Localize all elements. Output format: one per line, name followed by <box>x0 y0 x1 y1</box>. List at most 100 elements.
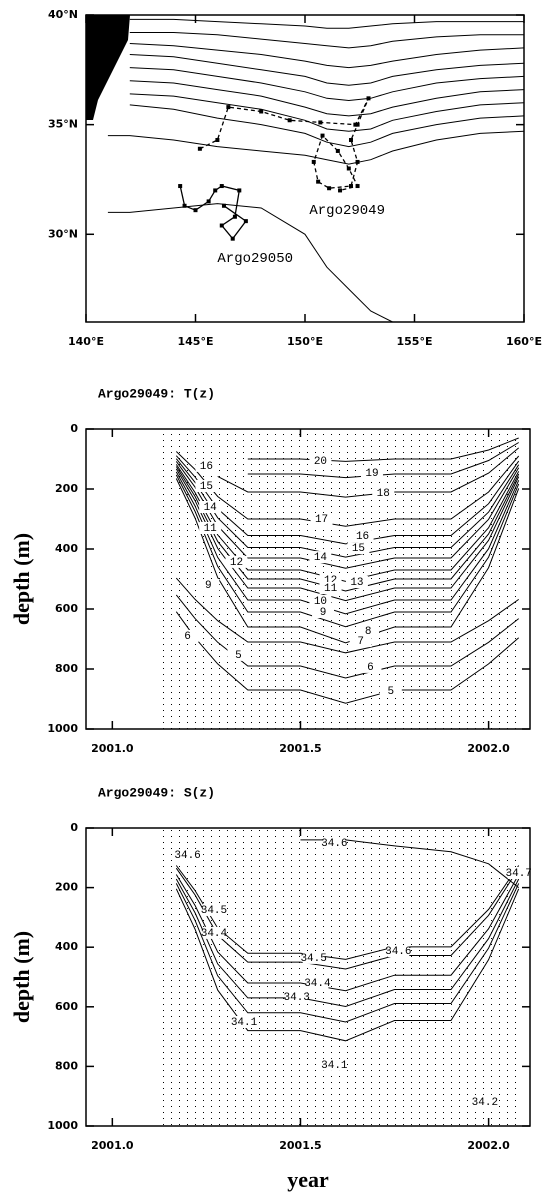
contour-label-bg <box>349 635 372 648</box>
contour-label: 34.1 <box>321 1060 348 1072</box>
contour-label-bg <box>372 486 395 499</box>
float-track <box>179 185 247 240</box>
y-tick-label: 35°N <box>48 118 78 131</box>
contour-label-bg <box>199 522 222 534</box>
float-position <box>232 214 237 219</box>
y-axis-label: depth (m) <box>9 533 34 625</box>
contour-label-bg <box>310 513 333 525</box>
contour-label-bg <box>473 1095 496 1108</box>
y-tick-label: 800 <box>55 662 78 675</box>
contour-label-bg <box>199 501 222 513</box>
contour-label-bg <box>202 903 225 916</box>
contour-label-bg <box>197 579 220 591</box>
contour-line <box>217 447 520 498</box>
contour-label: 9 <box>320 607 327 619</box>
contour-line <box>129 18 524 29</box>
float-position <box>221 203 226 208</box>
contour-label-bg <box>306 976 329 989</box>
contour-label: 16 <box>356 531 369 543</box>
contour-label: 34.5 <box>201 905 227 917</box>
x-tick-label: 150°E <box>287 335 323 348</box>
float-position <box>287 118 292 123</box>
contour-label-bg <box>309 455 332 468</box>
contour-label-bg <box>176 630 199 642</box>
contour-label: 8 <box>365 626 372 638</box>
contour-line <box>129 54 525 86</box>
float-position <box>206 199 211 204</box>
float-position <box>355 159 360 164</box>
contour-label-bg <box>319 582 342 594</box>
float-position <box>338 188 343 193</box>
float-position <box>353 122 358 127</box>
contour-label: 5 <box>387 686 394 698</box>
contour-label: 16 <box>200 461 213 473</box>
contour-label: 14 <box>204 502 218 514</box>
contour-label-bg <box>351 530 374 543</box>
x-tick-label: 2001.0 <box>91 742 134 755</box>
x-tick-label: 155°E <box>397 335 433 348</box>
contour-label: 19 <box>365 468 378 480</box>
contour-label: 20 <box>314 456 327 468</box>
contour-label-bg <box>302 951 325 964</box>
contour-label: 34.2 <box>472 1097 498 1109</box>
contour-label: 6 <box>367 662 374 674</box>
contour-label-bg <box>323 836 346 849</box>
float-position <box>197 146 202 151</box>
contour-line <box>129 80 525 117</box>
contour-line <box>107 130 525 165</box>
contour-label-bg <box>323 1058 346 1071</box>
float-position <box>355 122 360 127</box>
x-axis-label: year <box>287 1167 329 1192</box>
contour-line <box>175 883 520 1023</box>
x-tick-label: 160°E <box>506 335 542 348</box>
float-position <box>237 188 242 193</box>
contour-label: 34.6 <box>321 838 347 850</box>
x-tick-label: 2002.0 <box>467 1139 510 1152</box>
contour-label-bg <box>387 945 410 958</box>
y-tick-label: 0 <box>70 422 78 435</box>
land <box>86 15 130 120</box>
float-position <box>259 109 264 114</box>
contour-label: 6 <box>184 631 191 643</box>
float-position <box>316 179 321 184</box>
contour-line <box>175 594 520 679</box>
y-tick-label: 600 <box>55 1000 78 1013</box>
float-position <box>355 184 360 189</box>
float-position <box>226 105 231 110</box>
contour-label: 10 <box>314 596 327 608</box>
chart-title: Argo29049: S(z) <box>98 785 215 800</box>
plot-frame <box>85 428 531 730</box>
float-name: Argo29049 <box>309 203 385 219</box>
contour-label-bg <box>357 624 380 637</box>
float-position <box>230 236 235 241</box>
observation-stipple <box>163 828 522 1126</box>
float-position <box>182 203 187 208</box>
contour-label-bg <box>309 594 332 607</box>
contour-label-bg <box>202 926 225 939</box>
contour-label: 34.6 <box>174 850 200 862</box>
contour-label-bg <box>195 480 218 492</box>
contour-line <box>175 455 520 545</box>
y-tick-label: 40°N <box>48 8 78 21</box>
float-position <box>243 219 248 224</box>
contour-label: 34.4 <box>304 978 331 990</box>
float-name: Argo29050 <box>217 251 293 267</box>
contour-line <box>129 43 525 69</box>
y-tick-label: 1000 <box>47 722 78 735</box>
x-tick-label: 140°E <box>68 335 104 348</box>
y-tick-label: 600 <box>55 602 78 615</box>
contour-label: 34.6 <box>385 946 411 958</box>
y-axis-label: depth (m) <box>9 931 34 1023</box>
float-position <box>348 184 353 189</box>
contour-label: 17 <box>315 514 328 526</box>
contour-label-bg <box>360 467 383 480</box>
plot-frame <box>85 827 531 1127</box>
x-tick-label: 2001.5 <box>279 742 321 755</box>
x-tick-label: 2001.5 <box>279 1139 321 1152</box>
x-tick-label: 145°E <box>178 335 214 348</box>
float-position <box>213 188 218 193</box>
y-tick-label: 30°N <box>48 227 78 240</box>
contour-label: 34.5 <box>300 953 326 965</box>
float-position <box>346 166 351 171</box>
